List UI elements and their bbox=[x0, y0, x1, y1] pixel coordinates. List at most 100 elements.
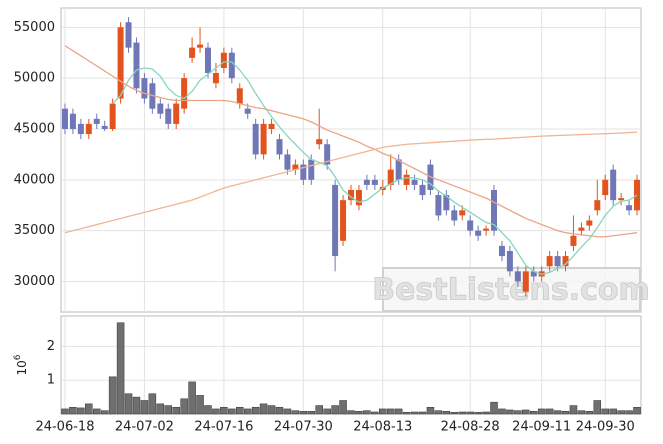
candle-body bbox=[181, 78, 188, 109]
volume-bar bbox=[545, 408, 554, 415]
candle-body bbox=[69, 113, 76, 129]
candle-body bbox=[340, 200, 347, 241]
candle-body bbox=[141, 78, 148, 99]
candle-body bbox=[483, 228, 490, 231]
x-tick-label: 24-06-18 bbox=[35, 420, 94, 435]
volume-bar bbox=[601, 408, 609, 415]
candle-body bbox=[260, 123, 267, 155]
candle-body bbox=[61, 108, 68, 129]
candle-body bbox=[467, 220, 474, 231]
volume-bar bbox=[93, 408, 101, 415]
candle-body bbox=[228, 52, 235, 79]
candle-body bbox=[85, 123, 92, 135]
volume-bar bbox=[442, 411, 451, 415]
volume-bar bbox=[116, 322, 125, 415]
candle-body bbox=[570, 235, 577, 246]
volume-bar bbox=[474, 412, 482, 415]
volume-bar bbox=[339, 400, 347, 415]
volume-bar bbox=[490, 401, 498, 415]
candle-body bbox=[165, 108, 172, 124]
candle-body bbox=[212, 73, 219, 84]
volume-bar bbox=[585, 411, 594, 415]
volume-bar bbox=[156, 403, 165, 415]
volume-bar bbox=[506, 409, 514, 415]
y-tick-label: 40000 bbox=[14, 172, 55, 187]
candle-body bbox=[189, 47, 196, 58]
candle-body bbox=[268, 123, 275, 129]
candle-body bbox=[475, 230, 482, 236]
volume-bar bbox=[434, 410, 443, 415]
candle-body bbox=[173, 103, 180, 124]
candle-body bbox=[93, 118, 100, 124]
candle-body bbox=[506, 250, 513, 272]
candle-body bbox=[204, 47, 211, 74]
candle-body bbox=[77, 123, 84, 135]
volume-bar bbox=[164, 405, 173, 415]
candle-body bbox=[395, 159, 402, 180]
volume-bar bbox=[212, 408, 220, 415]
candle-body bbox=[602, 179, 609, 196]
ma-line bbox=[64, 45, 638, 238]
volume-bar bbox=[418, 411, 427, 415]
candle-body bbox=[117, 27, 124, 99]
volume-bar bbox=[482, 411, 490, 415]
volume-bar bbox=[371, 411, 379, 415]
volume-bar bbox=[617, 410, 625, 415]
candle-body bbox=[236, 88, 243, 104]
volume-bar bbox=[537, 408, 546, 415]
volume-bar bbox=[243, 408, 252, 415]
offset-exponent: 6 bbox=[13, 354, 23, 360]
watermark-box bbox=[382, 267, 641, 312]
candle-body bbox=[101, 125, 108, 129]
x-tick-label: 24-09-30 bbox=[576, 420, 635, 435]
volume-bar bbox=[529, 411, 538, 415]
volume-bar bbox=[228, 408, 236, 415]
ma-line bbox=[112, 61, 638, 276]
volume-bar bbox=[275, 406, 284, 415]
volume-bar bbox=[148, 393, 157, 415]
candle-body bbox=[498, 245, 505, 257]
candle-body bbox=[316, 139, 323, 145]
volume-bar bbox=[522, 409, 530, 415]
volume-bar bbox=[85, 403, 93, 415]
x-tick-label: 24-07-30 bbox=[274, 420, 333, 435]
candle-body bbox=[435, 195, 442, 216]
volume-bar bbox=[633, 406, 641, 415]
volume-bar bbox=[77, 407, 85, 415]
volume-bar bbox=[108, 376, 117, 415]
ma-line bbox=[64, 131, 638, 234]
candle-body bbox=[371, 179, 378, 185]
volume-bar bbox=[140, 400, 149, 415]
volume-bar bbox=[291, 410, 300, 415]
y-tick-label: 45000 bbox=[14, 121, 55, 136]
candle-body bbox=[324, 144, 331, 165]
candle-body bbox=[626, 205, 633, 211]
x-tick-label: 24-07-16 bbox=[194, 420, 253, 435]
volume-bar bbox=[577, 410, 586, 415]
volume-bar bbox=[196, 395, 204, 415]
candle-body bbox=[244, 108, 251, 114]
candle-body bbox=[276, 139, 283, 155]
candle-body bbox=[252, 123, 259, 155]
candle-body bbox=[387, 169, 394, 185]
y-tick-label: 35000 bbox=[14, 223, 55, 238]
volume-bar bbox=[379, 408, 387, 415]
candle-body bbox=[133, 42, 140, 89]
candle-body bbox=[308, 159, 315, 180]
volume-bar bbox=[386, 408, 395, 415]
y-tick-label: 1 bbox=[47, 373, 55, 388]
volume-bar bbox=[259, 403, 268, 415]
candle-body bbox=[443, 195, 450, 211]
volume-bar bbox=[236, 406, 244, 415]
y-tick-label: 2 bbox=[47, 339, 55, 354]
volume-bar bbox=[625, 410, 633, 415]
panel-frame bbox=[60, 315, 642, 415]
candle-body bbox=[363, 179, 370, 185]
volume-bar bbox=[299, 411, 308, 415]
candle-body bbox=[451, 210, 458, 221]
x-tick-label: 24-07-02 bbox=[115, 420, 174, 435]
candle-body bbox=[403, 174, 410, 185]
volume-bar bbox=[323, 408, 331, 415]
volume-bar bbox=[69, 406, 77, 415]
volume-bar bbox=[267, 405, 276, 415]
